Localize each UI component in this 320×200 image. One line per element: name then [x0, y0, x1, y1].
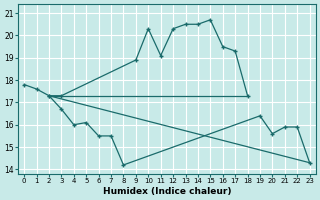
- X-axis label: Humidex (Indice chaleur): Humidex (Indice chaleur): [103, 187, 231, 196]
